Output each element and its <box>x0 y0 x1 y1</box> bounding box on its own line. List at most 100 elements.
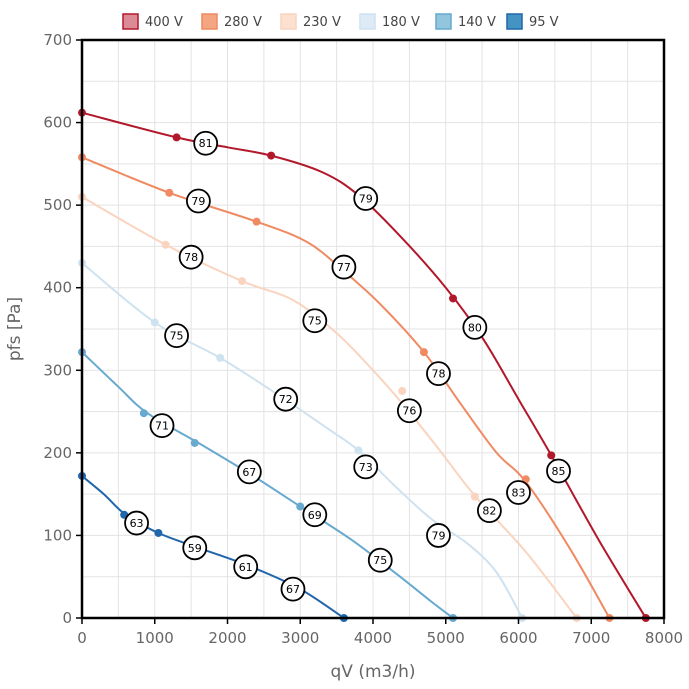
data-point <box>154 528 163 537</box>
legend: 400 V 280 V 230 V 180 V 140 V 95 V <box>122 13 559 30</box>
series-line <box>81 351 454 619</box>
legend-swatch <box>359 13 376 30</box>
series-180v: 75 72 73 79 <box>78 258 527 622</box>
y-tick-label: 600 <box>43 114 72 132</box>
legend-swatch <box>122 13 139 30</box>
efficiency-badge <box>182 535 208 561</box>
x-tick-label: 7000 <box>572 629 610 647</box>
legend-swatch <box>201 13 218 30</box>
series-280v: 79 77 78 83 <box>78 153 614 622</box>
efficiency-label: 71 <box>155 420 169 433</box>
x-tick-label: 2000 <box>208 629 246 647</box>
efficiency-label: 67 <box>286 583 300 596</box>
efficiency-label: 63 <box>130 517 144 530</box>
data-point <box>150 318 159 327</box>
x-tick-label: 6000 <box>499 629 537 647</box>
y-tick-label: 200 <box>43 444 72 462</box>
series-line <box>81 196 578 619</box>
x-axis-title: qV (m3/h) <box>331 662 416 682</box>
data-point <box>238 277 247 286</box>
legend-item[interactable]: 400 V <box>122 13 183 30</box>
legend-label: 230 V <box>303 15 341 30</box>
data-point <box>161 240 170 249</box>
x-tick-label: 0 <box>77 629 87 647</box>
efficiency-label: 79 <box>191 195 205 208</box>
efficiency-badge <box>462 314 488 340</box>
y-tick-label: 500 <box>43 196 72 214</box>
series-lines: 8179808579777883787576827572737971676975… <box>78 108 650 622</box>
legend-label: 95 V <box>529 15 559 30</box>
efficiency-label: 77 <box>337 261 351 274</box>
efficiency-badge <box>353 454 379 480</box>
data-point <box>172 133 181 142</box>
series-line <box>81 156 611 619</box>
series-line <box>81 475 345 619</box>
x-tick-label: 8000 <box>645 629 683 647</box>
legend-item[interactable]: 180 V <box>359 13 420 30</box>
efficiency-label: 80 <box>468 321 482 334</box>
efficiency-label: 78 <box>431 368 445 381</box>
data-point <box>296 502 305 511</box>
data-point <box>419 348 428 357</box>
legend-label: 180 V <box>382 15 420 30</box>
efficiency-badge <box>273 386 299 412</box>
efficiency-badge <box>302 502 328 528</box>
efficiency-label: 73 <box>359 461 373 474</box>
legend-item[interactable]: 95 V <box>506 13 559 30</box>
y-tick-label: 400 <box>43 279 72 297</box>
series-95v: 63 59 61 67 <box>78 471 348 622</box>
legend-swatch <box>435 13 452 30</box>
legend-swatch <box>280 13 297 30</box>
efficiency-badge <box>546 458 571 484</box>
x-tick-label: 3000 <box>281 629 319 647</box>
efficiency-label: 76 <box>402 405 416 418</box>
data-point <box>252 217 261 226</box>
efficiency-label: 75 <box>373 554 387 567</box>
data-point <box>139 409 148 418</box>
axes: 0 1000 2000 3000 4000 5000 6000 7000 8000 0 100 200… <box>43 31 683 647</box>
legend-label: 400 V <box>145 15 183 30</box>
data-point <box>165 188 174 197</box>
efficiency-label: 67 <box>242 466 256 479</box>
x-tick-label: 1000 <box>136 629 174 647</box>
data-point <box>449 294 458 303</box>
data-point <box>470 492 479 501</box>
series-line <box>81 262 523 619</box>
series-400v: 81 79 80 85 <box>78 108 650 622</box>
x-tick-label: 5000 <box>427 629 465 647</box>
efficiency-badge <box>185 188 211 214</box>
efficiency-badge <box>149 413 175 439</box>
efficiency-label: 79 <box>431 529 445 542</box>
efficiency-badge <box>280 576 306 602</box>
legend-item[interactable]: 230 V <box>280 13 341 30</box>
efficiency-label: 75 <box>308 315 322 328</box>
efficiency-badge <box>426 361 451 386</box>
legend-item[interactable]: 280 V <box>201 13 262 30</box>
efficiency-badge <box>178 244 204 270</box>
efficiency-badge <box>367 547 393 573</box>
efficiency-badge <box>396 398 422 424</box>
efficiency-label: 83 <box>512 486 526 499</box>
efficiency-badge <box>124 510 149 536</box>
y-tick-label: 100 <box>43 526 72 544</box>
efficiency-label: 85 <box>552 465 566 478</box>
efficiency-label: 79 <box>359 193 373 206</box>
legend-swatch <box>506 13 523 30</box>
data-point <box>267 151 276 160</box>
y-tick-label: 0 <box>62 609 72 627</box>
efficiency-label: 82 <box>482 505 496 518</box>
legend-item[interactable]: 140 V <box>435 13 496 30</box>
efficiency-badge <box>236 459 262 485</box>
efficiency-badge <box>164 323 189 349</box>
series-230v: 78 75 76 82 <box>78 192 581 622</box>
data-point <box>354 446 363 455</box>
efficiency-badge <box>506 480 531 505</box>
efficiency-badge <box>353 186 379 211</box>
efficiency-label: 72 <box>279 393 293 406</box>
efficiency-label: 69 <box>308 509 322 522</box>
efficiency-badge <box>193 130 219 156</box>
data-point <box>398 386 407 395</box>
efficiency-label: 78 <box>184 251 198 264</box>
legend-label: 280 V <box>224 15 262 30</box>
